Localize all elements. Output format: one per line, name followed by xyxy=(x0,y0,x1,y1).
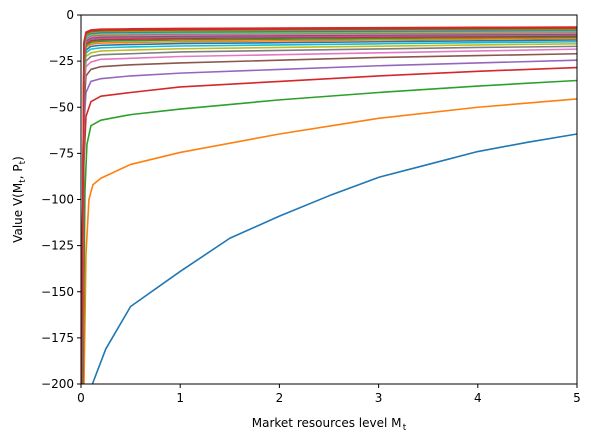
y-tick-label: −175 xyxy=(41,331,74,345)
series-line-23 xyxy=(81,27,577,384)
x-axis-label-sub: t xyxy=(403,423,407,433)
series-line-17 xyxy=(81,32,577,384)
series-line-3 xyxy=(82,79,577,384)
y-tick-label: −25 xyxy=(49,54,74,68)
x-axis: 0 1 2 3 4 5 xyxy=(77,384,581,405)
y-axis: −200 −175 −150 −125 −100 −75 −50 −25 0 xyxy=(41,8,81,391)
x-tick-label: 3 xyxy=(375,391,383,405)
y-tick-label: −75 xyxy=(49,146,74,160)
series-line-21 xyxy=(81,29,577,384)
series-line-5 xyxy=(81,59,577,384)
series-line-10 xyxy=(81,40,577,384)
y-tick-label: 0 xyxy=(66,8,74,22)
x-tick-label: 5 xyxy=(573,391,581,405)
series-line-6 xyxy=(81,52,577,384)
series-line-1 xyxy=(91,133,577,384)
x-tick-label: 1 xyxy=(176,391,184,405)
series-line-25 xyxy=(81,26,577,384)
series-line-8 xyxy=(81,45,577,384)
x-tick-label: 2 xyxy=(276,391,284,405)
y-tick-label: −150 xyxy=(41,285,74,299)
series-line-16 xyxy=(81,33,577,384)
x-tick-label: 0 xyxy=(77,391,85,405)
series-layer xyxy=(81,26,577,384)
y-tick-label: −100 xyxy=(41,193,74,207)
series-line-22 xyxy=(81,28,577,384)
series-line-9 xyxy=(81,42,577,384)
y-axis-label: Value V(Mt, Pt) xyxy=(11,156,28,243)
series-line-24 xyxy=(81,27,577,384)
x-axis-label: Market resources level M t xyxy=(252,416,407,433)
series-line-4 xyxy=(81,66,577,384)
series-line-7 xyxy=(81,48,577,384)
x-tick-label: 4 xyxy=(474,391,482,405)
series-line-20 xyxy=(81,30,577,384)
y-tick-label: −125 xyxy=(41,239,74,253)
series-line-15 xyxy=(81,34,577,384)
series-line-11 xyxy=(81,39,577,384)
y-tick-label: −50 xyxy=(49,100,74,114)
series-line-2 xyxy=(83,98,577,384)
y-tick-label: −200 xyxy=(41,377,74,391)
series-line-14 xyxy=(81,35,577,384)
